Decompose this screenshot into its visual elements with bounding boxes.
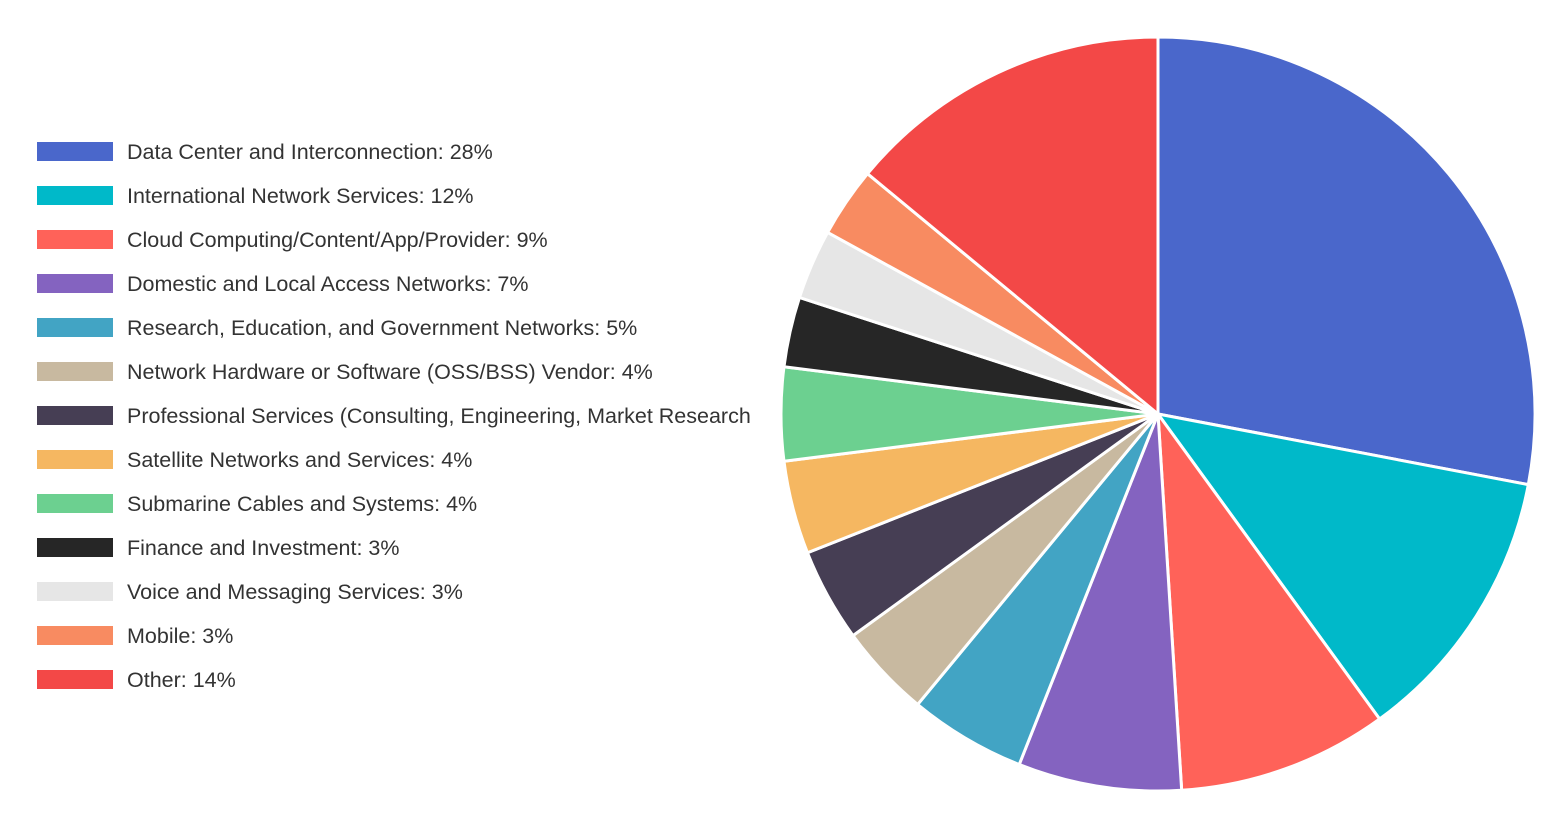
legend-swatch: [37, 670, 113, 689]
legend-swatch: [37, 406, 113, 425]
legend-swatch: [37, 318, 113, 337]
legend-swatch: [37, 494, 113, 513]
legend-item[interactable]: Cloud Computing/Content/App/Provider: 9%: [37, 228, 782, 272]
legend-label: Finance and Investment: 3%: [127, 536, 400, 560]
legend-item[interactable]: Research, Education, and Government Netw…: [37, 316, 782, 360]
pie-slice-13[interactable]: [866, 35, 1160, 416]
legend-item[interactable]: Other: 14%: [37, 668, 782, 712]
legend-label: Submarine Cables and Systems: 4%: [127, 492, 478, 516]
legend-item[interactable]: Domestic and Local Access Networks: 7%: [37, 272, 782, 316]
legend-label: Other: 14%: [127, 668, 236, 692]
pie-slices: [779, 35, 1537, 793]
pie-slice-3[interactable]: [1156, 412, 1382, 792]
legend-label: Voice and Messaging Services: 3%: [127, 580, 463, 604]
legend-swatch: [37, 582, 113, 601]
legend-swatch: [37, 538, 113, 557]
pie-slice-2[interactable]: [1156, 412, 1530, 721]
legend-swatch: [37, 186, 113, 205]
legend-swatch: [37, 362, 113, 381]
legend-label: Cloud Computing/Content/App/Provider: 9%: [127, 228, 548, 252]
legend-item[interactable]: International Network Services: 12%: [37, 184, 782, 228]
pie-slice-4[interactable]: [1017, 412, 1184, 793]
legend-item[interactable]: Satellite Networks and Services: 4%: [37, 448, 782, 492]
legend-swatch: [37, 626, 113, 645]
legend-item[interactable]: Mobile: 3%: [37, 624, 782, 668]
legend-label: Network Hardware or Software (OSS/BSS) V…: [127, 360, 653, 384]
legend-item[interactable]: Submarine Cables and Systems: 4%: [37, 492, 782, 536]
legend-swatch: [37, 142, 113, 161]
pie-slice-1[interactable]: [1156, 35, 1537, 487]
legend-item[interactable]: Network Hardware or Software (OSS/BSS) V…: [37, 360, 782, 404]
legend-item[interactable]: Data Center and Interconnection: 28%: [37, 140, 782, 184]
legend-label: Domestic and Local Access Networks: 7%: [127, 272, 529, 296]
legend-label: Research, Education, and Government Netw…: [127, 316, 638, 340]
legend-label: Satellite Networks and Services: 4%: [127, 448, 473, 472]
legend-item[interactable]: Finance and Investment: 3%: [37, 536, 782, 580]
legend-swatch: [37, 230, 113, 249]
legend-label: International Network Services: 12%: [127, 184, 474, 208]
legend-label: Data Center and Interconnection: 28%: [127, 140, 493, 164]
legend-item[interactable]: Voice and Messaging Services: 3%: [37, 580, 782, 624]
legend-label: Mobile: 3%: [127, 624, 234, 648]
legend-item[interactable]: Professional Services (Consulting, Engin…: [37, 404, 782, 448]
legend-swatch: [37, 274, 113, 293]
legend-label: Professional Services (Consulting, Engin…: [127, 404, 751, 428]
legend-swatch: [37, 450, 113, 469]
legend: Data Center and Interconnection: 28% Inte…: [37, 140, 782, 712]
